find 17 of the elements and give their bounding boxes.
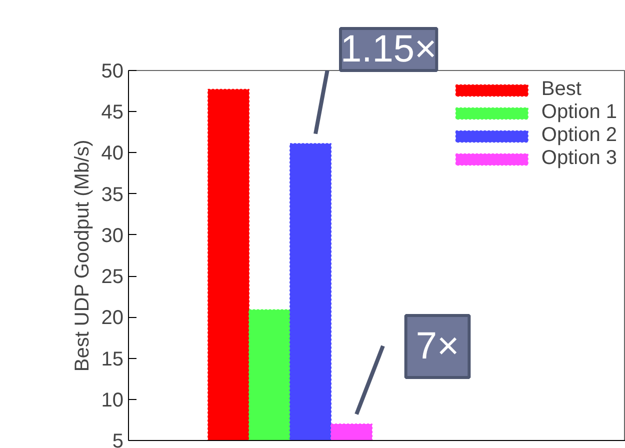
legend-label: Best xyxy=(541,78,582,101)
y-tick-label: 10 xyxy=(101,389,124,412)
y-tick-label: 20 xyxy=(101,307,124,330)
y-tick-label: 30 xyxy=(101,224,124,247)
y-axis-title: Best UDP Goodput (Mb/s) xyxy=(71,140,94,372)
y-tick-label: 45 xyxy=(101,102,124,124)
y-tick-label: 15 xyxy=(101,348,124,370)
legend-label: Option 3 xyxy=(541,147,617,170)
legend-label: Option 1 xyxy=(541,101,617,124)
y-tick-label: 50 xyxy=(101,60,124,82)
y-tick-label: 35 xyxy=(101,184,124,206)
annotation: 1.15× xyxy=(340,28,437,70)
annotation: 7× xyxy=(416,326,460,368)
y-tick-label: 25 xyxy=(101,266,124,288)
y-tick-label: 40 xyxy=(101,142,124,165)
y-tick-label: 5 xyxy=(112,430,124,448)
legend-label: Option 2 xyxy=(541,124,617,147)
